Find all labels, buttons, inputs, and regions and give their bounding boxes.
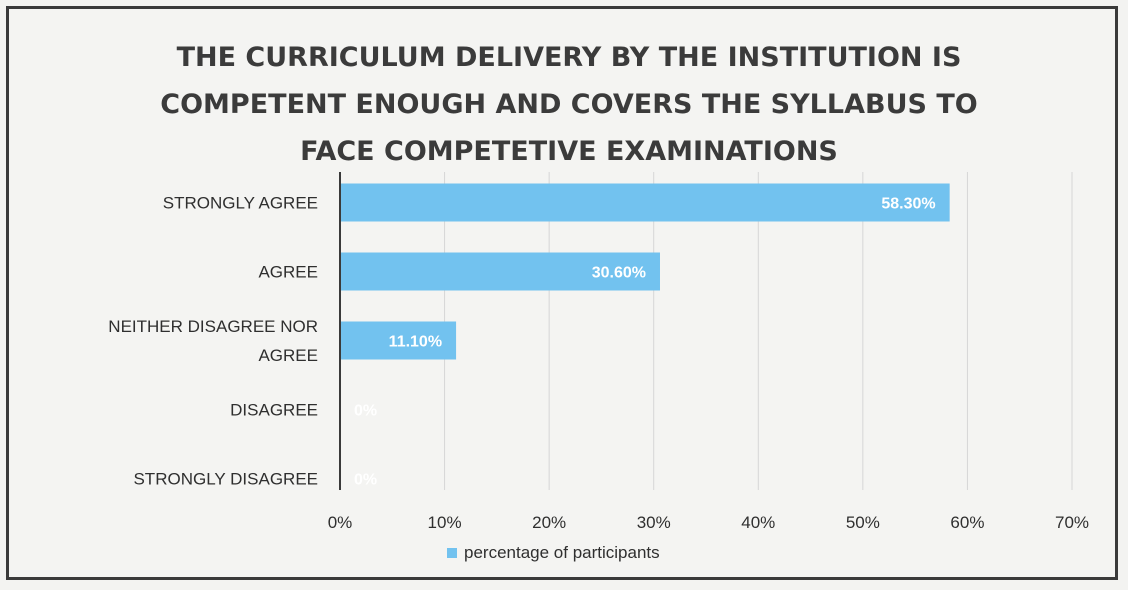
category-label: DISAGREE [230,401,318,420]
x-tick-label: 50% [846,513,880,532]
bar [340,252,660,291]
category-label: STRONGLY DISAGREE [133,470,318,489]
data-label: 0% [354,403,377,420]
x-tick-label: 20% [532,513,566,532]
chart-frame [6,6,1118,580]
chart-title-line: FACE COMPETETIVE EXAMINATIONS [300,136,838,167]
legend-swatch [447,548,457,558]
chart-title-line: THE CURRICULUM DELIVERY BY THE INSTITUTI… [177,42,962,73]
data-label: 58.30% [881,196,935,213]
data-label: 30.60% [592,265,646,282]
bar [340,183,950,222]
data-label: 11.10% [389,334,442,351]
data-label: 0% [354,472,377,489]
x-tick-label: 60% [950,513,984,532]
category-label: STRONGLY AGREE [163,194,318,213]
chart-title-line: COMPETENT ENOUGH AND COVERS THE SYLLABUS… [160,89,977,120]
category-label: AGREE [258,263,318,282]
legend-label: percentage of participants [464,543,660,562]
category-label: NEITHER DISAGREE NOR [108,317,318,336]
category-label: AGREE [258,346,318,365]
x-tick-label: 40% [741,513,775,532]
x-tick-label: 70% [1055,513,1089,532]
x-tick-label: 10% [428,513,462,532]
bar [340,321,457,360]
x-tick-label: 0% [328,513,353,532]
x-tick-label: 30% [637,513,671,532]
